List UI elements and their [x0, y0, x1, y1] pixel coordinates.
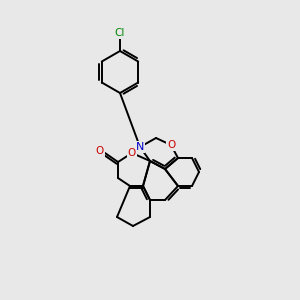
Text: O: O [128, 148, 136, 158]
Text: N: N [136, 142, 144, 152]
Text: O: O [167, 140, 175, 150]
Text: O: O [96, 146, 104, 156]
Text: Cl: Cl [115, 28, 125, 38]
